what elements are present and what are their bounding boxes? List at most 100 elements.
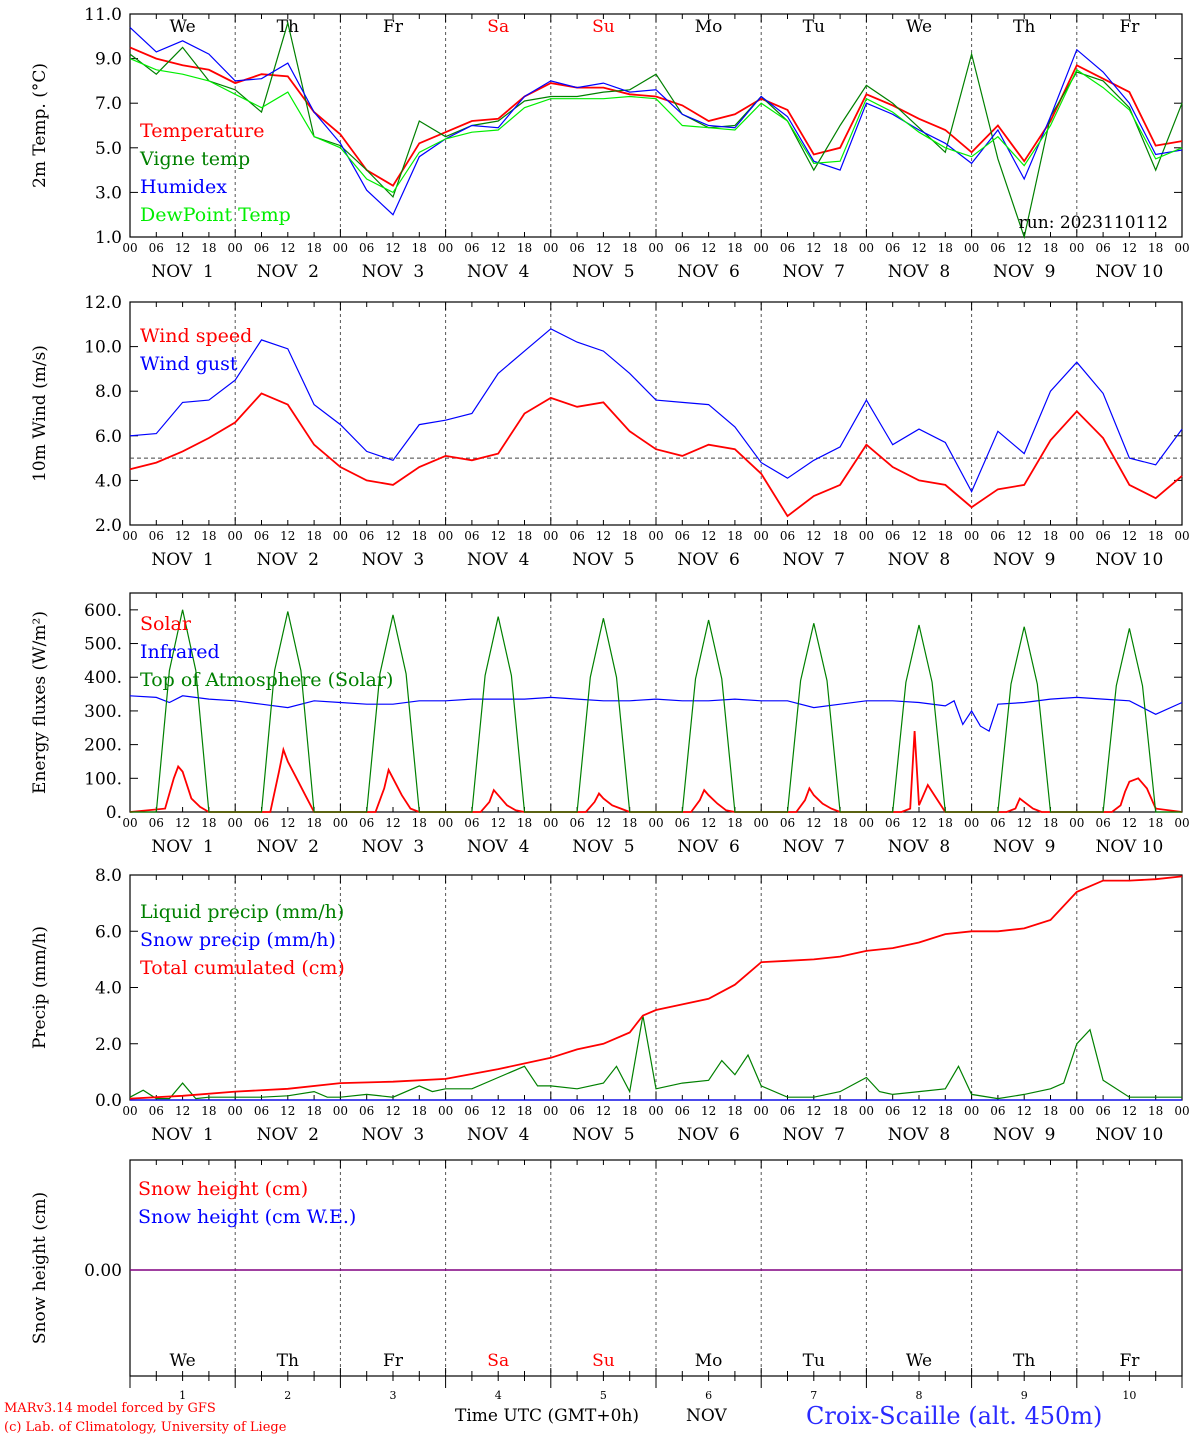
x-tick-label: 00 bbox=[333, 816, 348, 830]
series-line-top-of-atmosphere-solar- bbox=[130, 609, 1182, 813]
x-tick-label: 18 bbox=[201, 1104, 216, 1118]
date-label: NOV 10 bbox=[1095, 837, 1163, 857]
date-label: NOV 4 bbox=[467, 262, 529, 282]
series-line-vigne-temp bbox=[129, 20, 1183, 240]
legend-entry: Temperature bbox=[140, 120, 264, 142]
x-tick-label: 00 bbox=[543, 1104, 558, 1118]
series-line-infrared bbox=[129, 695, 1183, 732]
weekday-label: Fr bbox=[383, 1351, 404, 1371]
date-label: NOV 2 bbox=[257, 837, 319, 857]
date-label: NOV 6 bbox=[677, 837, 739, 857]
y-tick-label: 8.0 bbox=[95, 866, 122, 886]
y-tick-label: 1.0 bbox=[95, 228, 122, 248]
x-tick-label: 00 bbox=[1174, 1104, 1189, 1118]
y-tick-label: 200. bbox=[84, 736, 122, 756]
x-tick-label: 18 bbox=[727, 816, 742, 830]
day-number: 2 bbox=[284, 1389, 291, 1402]
x-tick-label: 06 bbox=[569, 529, 584, 543]
x-tick-label: 06 bbox=[990, 816, 1005, 830]
x-tick-label: 06 bbox=[780, 241, 795, 255]
x-tick-label: 18 bbox=[306, 1104, 321, 1118]
x-tick-label: 06 bbox=[254, 816, 269, 830]
y-tick-label: 6.0 bbox=[95, 922, 122, 942]
x-tick-label: 12 bbox=[280, 241, 295, 255]
x-tick-label: 00 bbox=[1069, 816, 1084, 830]
date-label: NOV 9 bbox=[993, 262, 1055, 282]
date-label: NOV 5 bbox=[572, 262, 634, 282]
x-tick-label: 12 bbox=[596, 1104, 611, 1118]
date-label: NOV 3 bbox=[362, 1125, 424, 1145]
series-line-wind-speed bbox=[129, 392, 1183, 518]
x-tick-label: 12 bbox=[385, 816, 400, 830]
x-tick-label: 00 bbox=[754, 529, 769, 543]
x-tick-label: 00 bbox=[754, 241, 769, 255]
x-tick-label: 18 bbox=[517, 1104, 532, 1118]
date-label: NOV 9 bbox=[993, 550, 1055, 570]
legend-entry: Snow height (cm W.E.) bbox=[138, 1206, 356, 1228]
x-tick-label: 12 bbox=[806, 1104, 821, 1118]
x-tick-label: 00 bbox=[648, 816, 663, 830]
x-tick-label: 06 bbox=[149, 816, 164, 830]
x-tick-label: 18 bbox=[832, 1104, 847, 1118]
x-tick-label: 18 bbox=[412, 529, 427, 543]
x-tick-label: 00 bbox=[228, 529, 243, 543]
date-label: NOV 2 bbox=[257, 1125, 319, 1145]
legend-entry: Snow precip (mm/h) bbox=[140, 929, 336, 951]
x-tick-label: 00 bbox=[438, 529, 453, 543]
weekday-label: Su bbox=[592, 17, 615, 37]
legend-entry: Humidex bbox=[140, 176, 227, 198]
date-label: NOV 5 bbox=[572, 1125, 634, 1145]
date-label: NOV 9 bbox=[993, 1125, 1055, 1145]
x-tick-label: 12 bbox=[701, 816, 716, 830]
x-tick-label: 00 bbox=[228, 816, 243, 830]
x-tick-label: 12 bbox=[491, 241, 506, 255]
date-label: NOV 8 bbox=[888, 550, 950, 570]
x-tick-label: 18 bbox=[1043, 241, 1058, 255]
x-tick-label: 12 bbox=[1122, 241, 1137, 255]
x-tick-label: 18 bbox=[201, 241, 216, 255]
date-label: NOV 5 bbox=[572, 550, 634, 570]
x-tick-label: 12 bbox=[596, 816, 611, 830]
y-tick-label: 8.0 bbox=[95, 382, 122, 402]
date-label: NOV 3 bbox=[362, 550, 424, 570]
legend-entry: Top of Atmosphere (Solar) bbox=[140, 669, 393, 691]
x-tick-label: 12 bbox=[596, 529, 611, 543]
date-label: NOV 8 bbox=[888, 262, 950, 282]
x-tick-label: 18 bbox=[201, 816, 216, 830]
day-number: 3 bbox=[390, 1389, 397, 1402]
y-axis-label: Energy fluxes (W/m²) bbox=[30, 611, 50, 794]
run-label: run: 2023110112 bbox=[1019, 213, 1168, 233]
x-tick-label: 18 bbox=[517, 529, 532, 543]
x-tick-label: 00 bbox=[754, 1104, 769, 1118]
x-tick-label: 00 bbox=[1069, 241, 1084, 255]
x-tick-label: 00 bbox=[543, 816, 558, 830]
legend-entry: Infrared bbox=[140, 641, 220, 663]
panel-5: Snow height (cm) 0.00 We 1 Th 2 Fr 3 Sa 4 Su 5 Mo 6 Tu… bbox=[30, 1159, 1183, 1402]
x-tick-label: 00 bbox=[1069, 1104, 1084, 1118]
x-tick-label: 18 bbox=[306, 529, 321, 543]
x-tick-label: 18 bbox=[1148, 1104, 1163, 1118]
date-label: NOV 3 bbox=[362, 262, 424, 282]
x-tick-label: 12 bbox=[385, 241, 400, 255]
x-tick-label: 00 bbox=[122, 816, 137, 830]
date-label: NOV 8 bbox=[888, 837, 950, 857]
x-tick-label: 18 bbox=[1043, 816, 1058, 830]
x-tick-label: 06 bbox=[569, 241, 584, 255]
x-tick-label: 06 bbox=[569, 816, 584, 830]
x-tick-label: 12 bbox=[911, 1104, 926, 1118]
panel-4: 00 06 12 18 00 06 12 18 00 06 12 18 00 06 12 18 00 06 12 18… bbox=[30, 866, 1190, 1145]
x-tick-label: 00 bbox=[122, 1104, 137, 1118]
x-tick-label: 18 bbox=[832, 529, 847, 543]
x-tick-label: 12 bbox=[806, 816, 821, 830]
x-tick-label: 18 bbox=[412, 1104, 427, 1118]
x-tick-label: 00 bbox=[964, 816, 979, 830]
y-tick-label: 2.0 bbox=[95, 516, 122, 536]
x-tick-label: 12 bbox=[491, 816, 506, 830]
weekday-label: Tu bbox=[803, 17, 825, 37]
x-tick-label: 12 bbox=[385, 1104, 400, 1118]
x-tick-label: 06 bbox=[359, 816, 374, 830]
x-tick-label: 00 bbox=[1174, 529, 1189, 543]
x-tick-label: 06 bbox=[990, 529, 1005, 543]
x-tick-label: 00 bbox=[1069, 529, 1084, 543]
